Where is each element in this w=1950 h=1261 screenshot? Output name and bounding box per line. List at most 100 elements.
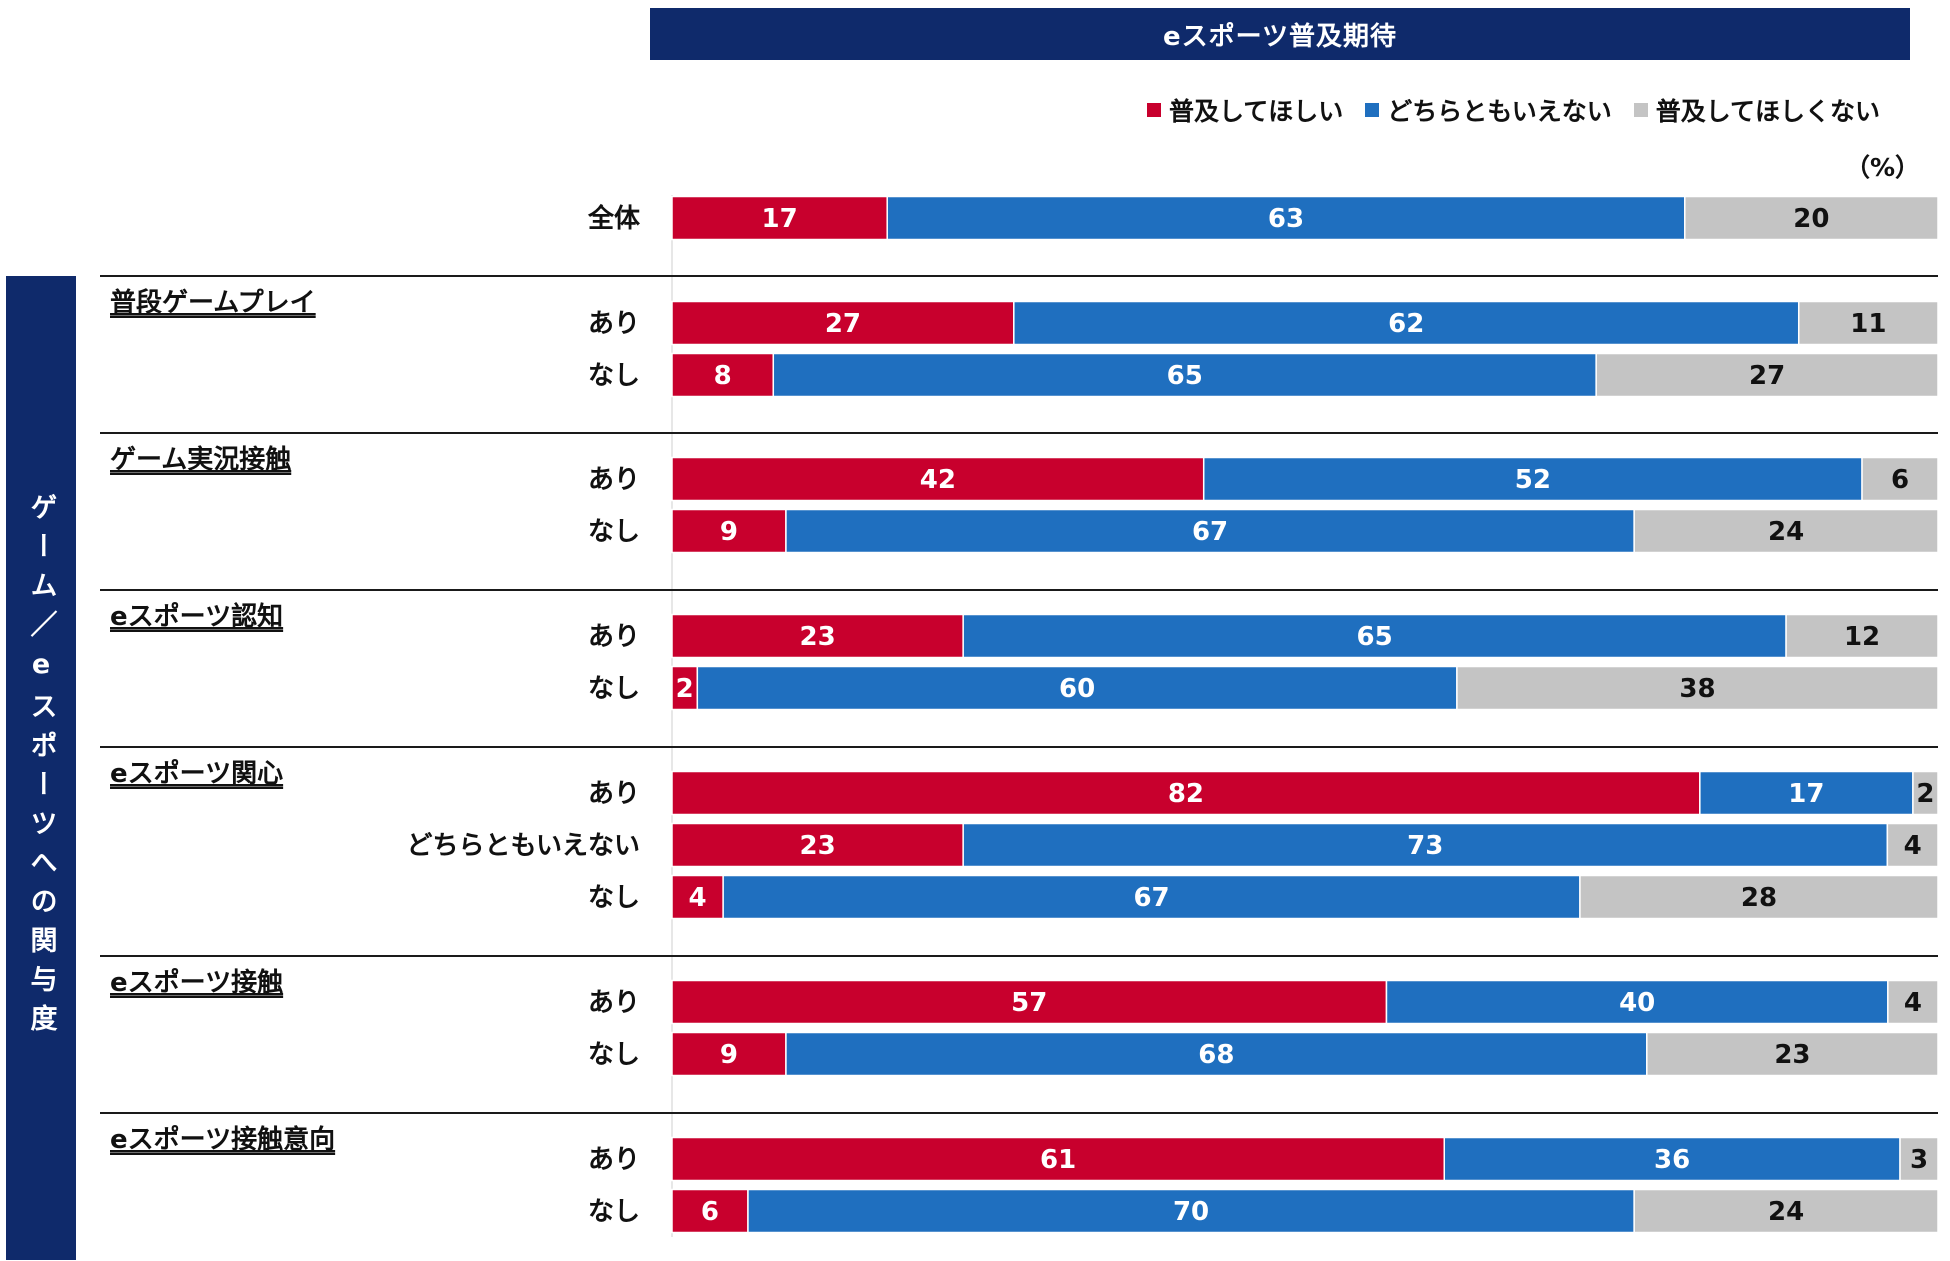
row-label: なし (588, 517, 640, 547)
data-label: 36 (1654, 1145, 1690, 1175)
data-label: 67 (1133, 883, 1169, 913)
bar-segment (671, 874, 724, 920)
row-label: あり (588, 988, 640, 1018)
bar-segment (1202, 456, 1863, 502)
row-label: あり (588, 465, 640, 495)
bar-segment (1861, 456, 1939, 502)
bar-segment (1443, 1136, 1901, 1182)
bar-segment (671, 613, 964, 659)
bar-segment (772, 352, 1597, 398)
bar-segment (671, 770, 1701, 816)
legend-item-want: 普及してほしい (1146, 92, 1344, 128)
data-label: 27 (1749, 361, 1785, 391)
row-label: どちらともいえない (407, 831, 640, 861)
data-label: 4 (1904, 988, 1922, 1018)
bar-segment (671, 352, 775, 398)
bar-segment (785, 508, 1635, 554)
data-label: 62 (1388, 309, 1424, 339)
group-title: ゲーム実況接触 (110, 444, 291, 475)
data-label: 65 (1167, 361, 1203, 391)
data-label: 73 (1407, 831, 1443, 861)
data-label: 12 (1844, 622, 1880, 652)
data-label: 28 (1741, 883, 1777, 913)
side-axis-band: ゲーム／eスポーツへの関与度 (6, 276, 76, 1260)
data-label: 27 (825, 309, 861, 339)
data-label: 65 (1357, 622, 1393, 652)
bar-segment (671, 300, 1015, 346)
data-label: 24 (1768, 1197, 1804, 1227)
data-label: 40 (1619, 988, 1655, 1018)
data-label: 23 (799, 622, 835, 652)
data-label: 60 (1059, 674, 1095, 704)
data-label: 61 (1040, 1145, 1076, 1175)
data-label: 23 (799, 831, 835, 861)
bar-segment (1385, 979, 1889, 1025)
data-label: 11 (1850, 309, 1886, 339)
data-label: 17 (1788, 779, 1824, 809)
bar-segment (671, 1188, 749, 1234)
data-label: 4 (689, 883, 707, 913)
bar-segment (1699, 770, 1914, 816)
side-axis-label: ゲーム／eスポーツへの関与度 (25, 493, 57, 1043)
bar-segment (1456, 665, 1939, 711)
bar-segment (671, 822, 964, 868)
bar-segment (1912, 770, 1939, 816)
group-title: eスポーツ接触 (110, 967, 283, 998)
legend-swatch-gray-icon (1633, 103, 1648, 117)
data-label: 4 (1904, 831, 1922, 861)
group-title: eスポーツ認知 (110, 601, 283, 632)
bar-segment (671, 665, 699, 711)
bar-segment (1595, 352, 1939, 398)
bar-segment (671, 456, 1205, 502)
bar-segment (671, 195, 888, 241)
data-label: 9 (720, 517, 738, 547)
legend-swatch-blue-icon (1365, 103, 1380, 117)
chart-header-title: eスポーツ普及期待 (650, 8, 1910, 60)
row-label: なし (588, 674, 640, 704)
data-label: 20 (1793, 204, 1829, 234)
row-label: あり (588, 779, 640, 809)
legend-swatch-red-icon (1146, 103, 1161, 117)
legend-item-not-want: 普及してほしくない (1633, 92, 1880, 128)
unit-label: （%） (1844, 153, 1920, 182)
row-label: なし (588, 1197, 640, 1227)
bar-segment (1633, 1188, 1939, 1234)
row-label: 全体 (587, 203, 641, 234)
legend-label: どちらともいえない (1387, 97, 1612, 126)
row-label: なし (588, 361, 640, 391)
data-label: 17 (762, 204, 798, 234)
legend-label: 普及してほしい (1168, 97, 1344, 126)
legend: 普及してほしい どちらともいえない 普及してほしくない (1146, 92, 1880, 128)
legend-label: 普及してほしくない (1655, 97, 1880, 126)
bar-segment (671, 1136, 1446, 1182)
bar-segment (1646, 1031, 1939, 1077)
data-label: 8 (714, 361, 732, 391)
data-label: 70 (1173, 1197, 1209, 1227)
bar-segment (1579, 874, 1939, 920)
bar-segment (1013, 300, 1800, 346)
data-label: 24 (1768, 517, 1804, 547)
bar-segment (696, 665, 1458, 711)
data-label: 2 (676, 674, 694, 704)
row-label: なし (588, 883, 640, 913)
data-label: 23 (1774, 1040, 1810, 1070)
data-label: 67 (1192, 517, 1228, 547)
data-label: 82 (1168, 779, 1204, 809)
data-label: 3 (1910, 1145, 1928, 1175)
bar-segment (1684, 195, 1939, 241)
row-label: なし (588, 1040, 640, 1070)
bar-segment (1785, 613, 1939, 659)
row-label: あり (588, 622, 640, 652)
bar-segment (1899, 1136, 1939, 1182)
bar-segment (962, 822, 1889, 868)
row-label: あり (588, 1145, 640, 1175)
bar-segment (886, 195, 1686, 241)
bar-segment (722, 874, 1581, 920)
bar-segment (1633, 508, 1939, 554)
bar-segment (747, 1188, 1635, 1234)
group-title: eスポーツ関心 (110, 758, 283, 789)
data-label: 57 (1011, 988, 1047, 1018)
bar-segment (671, 979, 1388, 1025)
data-label: 38 (1679, 674, 1715, 704)
